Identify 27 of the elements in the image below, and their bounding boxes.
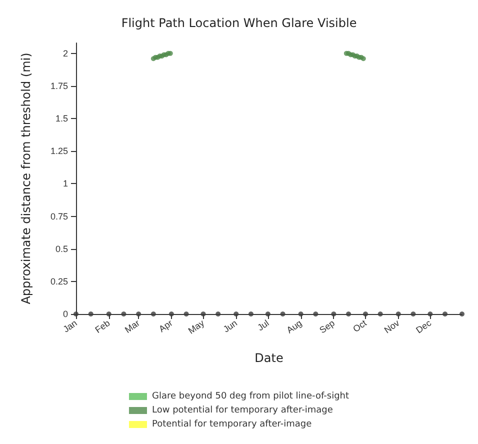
- y-tick-label: 0.5: [55, 244, 68, 254]
- legend-label: Potential for temporary after-image: [152, 420, 312, 430]
- legend-label: Low potential for temporary after-image: [152, 406, 334, 416]
- x-tick-label: Jan: [61, 318, 79, 334]
- x-tick-label: Apr: [157, 318, 174, 334]
- x-tick-label: Aug: [284, 318, 304, 336]
- y-tick-label: 0: [62, 309, 68, 319]
- chart-title: Flight Path Location When Glare Visible: [121, 16, 357, 30]
- x-axis-title: Date: [254, 351, 284, 365]
- y-tick-label: 0.75: [50, 211, 68, 222]
- x-tick-label: Oct: [351, 318, 369, 334]
- x-tick-label: May: [186, 318, 207, 336]
- x-tick-label: Dec: [414, 318, 434, 336]
- y-tick-label: 0.25: [50, 276, 68, 286]
- x-tick-label: Jun: [221, 318, 239, 334]
- y-tick-label: 1.75: [50, 80, 68, 91]
- y-tick-label: 1: [62, 178, 68, 189]
- x-tick-label: Nov: [382, 318, 402, 336]
- y-axis-title: Approximate distance from threshold (mi): [19, 52, 33, 304]
- x-tick-label: Jul: [256, 318, 271, 333]
- y-tick-label: 2: [62, 48, 68, 58]
- y-tick-label: 1.25: [50, 146, 68, 156]
- x-tick-label: Sep: [318, 318, 337, 336]
- legend-label: Glare beyond 50 deg from pilot line-of-sight: [152, 392, 350, 402]
- y-tick-label: 1.5: [55, 114, 68, 124]
- x-tick-label: Feb: [93, 318, 112, 335]
- x-tick-label: Mar: [123, 318, 142, 335]
